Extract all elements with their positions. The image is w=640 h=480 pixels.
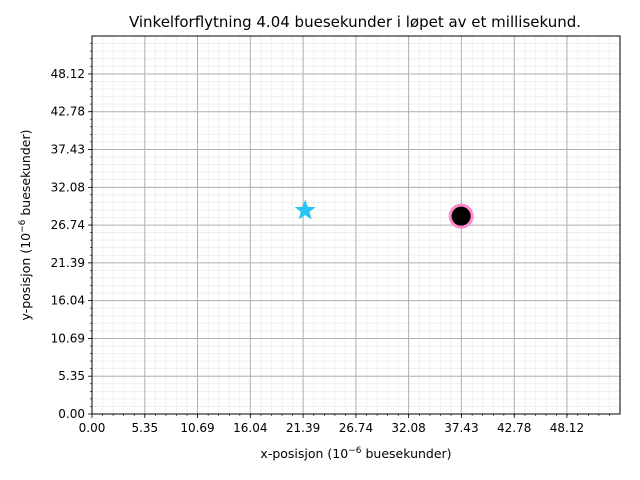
y-axis-label: y-posisjon (10−6 buesekunder) xyxy=(18,130,33,321)
y-tick-label: 26.74 xyxy=(51,218,85,232)
x-tick-label: 37.43 xyxy=(444,421,478,435)
star-marker xyxy=(294,199,316,220)
axis-ticks xyxy=(88,43,610,418)
x-tick-label: 16.04 xyxy=(233,421,267,435)
y-tick-label: 42.78 xyxy=(51,105,85,119)
x-tick-label: 42.78 xyxy=(497,421,531,435)
x-tick-label: 21.39 xyxy=(286,421,320,435)
data-points xyxy=(294,199,474,229)
x-tick-label: 32.08 xyxy=(391,421,425,435)
y-tick-label: 48.12 xyxy=(51,67,85,81)
major-grid xyxy=(92,36,620,414)
x-tick-label: 26.74 xyxy=(339,421,373,435)
y-tick-labels: 0.00 5.35 10.69 16.04 21.39 26.74 32.08 37.43 42… xyxy=(51,67,85,421)
x-tick-label: 5.35 xyxy=(131,421,158,435)
y-tick-label: 16.04 xyxy=(51,294,85,308)
chart-title: Vinkelforflytning 4.04 buesekunder i løp… xyxy=(129,13,581,31)
y-tick-label: 37.43 xyxy=(51,143,85,157)
x-tick-label: 10.69 xyxy=(180,421,214,435)
x-axis-label: x-posisjon (10−6 buesekunder) xyxy=(260,446,451,461)
y-tick-label: 0.00 xyxy=(58,407,85,421)
y-tick-label: 32.08 xyxy=(51,180,85,194)
x-tick-label: 48.12 xyxy=(550,421,584,435)
circle-marker xyxy=(451,206,471,226)
y-tick-label: 10.69 xyxy=(51,331,85,345)
x-tick-labels: 0.00 5.35 10.69 16.04 21.39 26.74 32.08 37.43 42… xyxy=(79,421,584,435)
x-tick-label: 0.00 xyxy=(79,421,106,435)
y-tick-label: 5.35 xyxy=(58,369,85,383)
y-tick-label: 21.39 xyxy=(51,256,85,270)
